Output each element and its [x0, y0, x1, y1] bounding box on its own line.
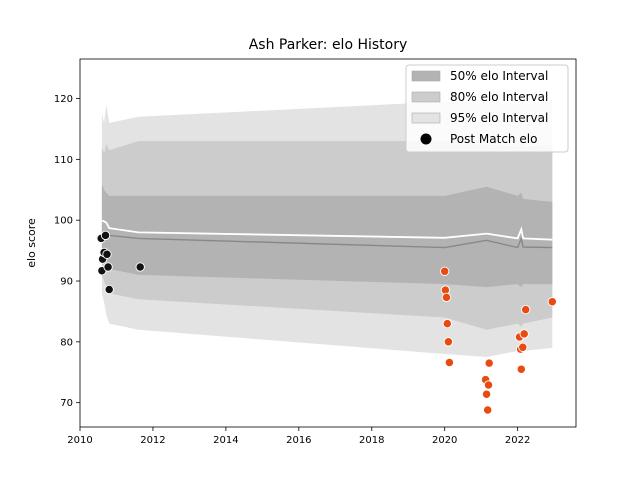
post-match-point	[441, 292, 452, 303]
y-axis-label: elo score	[25, 218, 38, 268]
legend-label: 80% elo Interval	[450, 90, 548, 104]
mean-line	[101, 219, 553, 241]
post-match-point	[100, 230, 111, 241]
post-match-point	[481, 389, 492, 399]
legend-label: Post Match elo	[450, 132, 537, 146]
x-tick-label: 2012	[140, 435, 165, 446]
post-match-point	[440, 266, 450, 276]
post-match-point	[102, 249, 112, 259]
y-tick-label: 90	[60, 277, 73, 288]
post-match-point	[135, 262, 145, 272]
legend-swatch	[411, 91, 441, 103]
legend-marker	[420, 133, 432, 145]
legend-box	[405, 64, 569, 153]
legend: 50% elo Interval 80% elo Interval 95% elo …	[405, 64, 569, 153]
legend-label: 95% elo Interval	[450, 111, 548, 125]
axes: 2010 2012 2014 2016 2018 2020 2022 70 80 90 100 110…	[54, 58, 577, 446]
post-match-point	[521, 304, 531, 315]
post-match-point	[483, 380, 494, 390]
y-tick-label: 110	[54, 155, 73, 166]
post-match-point	[442, 318, 452, 329]
x-tick-label: 2014	[213, 435, 238, 446]
x-tick-label: 2016	[286, 435, 311, 446]
y-tick-label: 80	[60, 337, 73, 348]
post-match-point	[547, 297, 557, 307]
y-tick-label: 70	[60, 398, 73, 409]
plot-area	[96, 92, 557, 415]
post-match-point	[104, 284, 114, 295]
post-match-point	[443, 337, 454, 347]
axes-frame	[79, 58, 577, 428]
post-match-point	[516, 364, 526, 374]
legend-label: 50% elo Interval	[450, 69, 548, 83]
post-match-point	[484, 358, 494, 368]
x-tick-label: 2020	[432, 435, 457, 446]
x-tick-label: 2022	[505, 435, 530, 446]
post-match-point	[518, 342, 528, 352]
post-match-point	[103, 262, 113, 272]
legend-swatch	[411, 70, 441, 82]
post-match-point	[519, 329, 529, 339]
y-tick-label: 100	[54, 216, 73, 227]
legend-swatch	[411, 112, 441, 124]
chart-title: Ash Parker: elo History	[249, 37, 408, 53]
post-match-point	[483, 405, 493, 415]
x-tick-label: 2018	[359, 435, 384, 446]
post-match-point	[444, 357, 455, 368]
x-tick-label: 2010	[67, 435, 92, 446]
y-tick-label: 120	[54, 94, 73, 105]
